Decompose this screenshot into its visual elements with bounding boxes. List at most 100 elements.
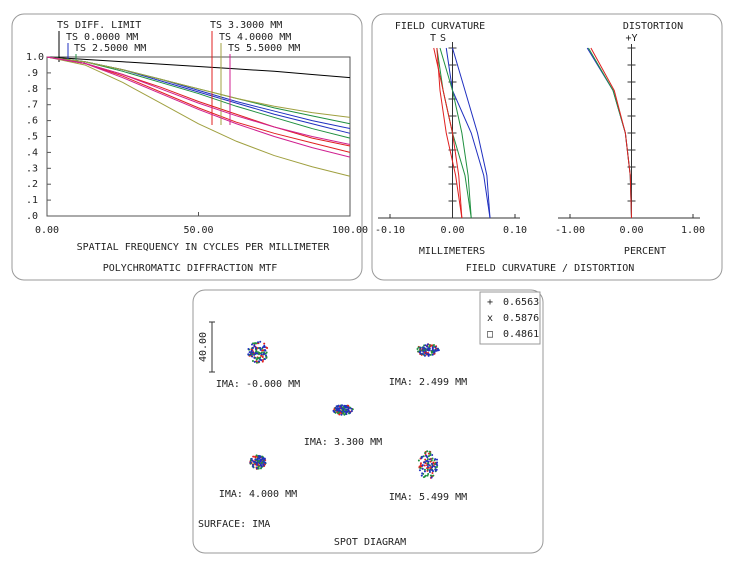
spot-dot xyxy=(427,473,430,476)
spot-dot xyxy=(426,450,429,453)
legend-label: 0.6563 xyxy=(503,297,539,308)
spot-dot xyxy=(338,407,341,410)
spot-dot xyxy=(431,453,434,456)
spot-dot xyxy=(426,462,429,465)
spot-dot xyxy=(342,408,345,411)
mtf-curve xyxy=(46,56,351,118)
spot-dot xyxy=(419,467,422,470)
spot-dot xyxy=(341,404,344,407)
y-tick-label: .2 xyxy=(26,179,38,190)
spot-dot xyxy=(424,352,427,355)
spot-dot xyxy=(350,407,353,410)
spot-dot xyxy=(426,458,429,461)
spot-dot xyxy=(418,351,421,354)
surface-label: SURFACE: IMA xyxy=(198,519,270,530)
spot-dot xyxy=(436,465,439,468)
spot-dot xyxy=(425,460,428,463)
x-axis-label: PERCENT xyxy=(624,246,666,257)
spot-dot xyxy=(421,467,424,470)
spot-dot xyxy=(429,353,432,356)
y-axis-label: +Y xyxy=(625,33,637,44)
chart-title: DISTORTION xyxy=(623,21,683,32)
tangential-label: T xyxy=(430,33,436,44)
spot-dot xyxy=(421,348,424,351)
spot-dot xyxy=(262,460,265,463)
spot-dot xyxy=(263,349,266,352)
spot-dot xyxy=(419,462,422,465)
spot-dot xyxy=(418,465,421,468)
spot-dot xyxy=(432,470,435,473)
spot-dot xyxy=(437,349,440,352)
spot-dot xyxy=(428,469,431,472)
spot-dot xyxy=(264,352,267,355)
legend-symbol: □ xyxy=(487,329,493,340)
spot-dot xyxy=(428,458,431,461)
spot-dot xyxy=(259,346,262,349)
spot-dot xyxy=(255,361,258,364)
spot-dot xyxy=(422,350,425,353)
mtf-panel xyxy=(11,13,363,281)
chart-title: SPOT DIAGRAM xyxy=(334,537,406,548)
legend-label: TS 0.0000 MM xyxy=(66,32,138,43)
spot-dot xyxy=(426,465,429,468)
wavelength-legend-box xyxy=(479,291,541,345)
spot-dot xyxy=(429,454,432,457)
spot-dot xyxy=(255,342,258,345)
y-tick-label: .9 xyxy=(26,68,38,79)
spot-dot xyxy=(251,355,254,358)
spot-dot xyxy=(426,468,429,471)
spot-dot xyxy=(249,461,252,464)
spot-dot xyxy=(425,454,428,457)
y-tick-label: .8 xyxy=(26,84,38,95)
spot-dot xyxy=(253,353,256,356)
spot-dot xyxy=(252,455,255,458)
x-axis-label: MILLIMETERS xyxy=(419,246,485,257)
spot-dot xyxy=(431,349,434,352)
spot-dot xyxy=(334,407,337,410)
spot-dot xyxy=(248,351,251,354)
spot-dot xyxy=(422,352,425,355)
spot-dot xyxy=(429,474,432,477)
spot-dot xyxy=(427,460,430,463)
x-tick-label: 0.10 xyxy=(503,225,527,236)
y-tick-label: .6 xyxy=(26,116,38,127)
spot-dot xyxy=(426,348,429,351)
spot-dot xyxy=(258,457,261,460)
spot-dot xyxy=(332,409,335,412)
spot-dot xyxy=(434,346,437,349)
spot-dot xyxy=(423,464,426,467)
x-tick-label: -1.00 xyxy=(555,225,585,236)
spot-dot xyxy=(422,346,425,349)
spot-dot xyxy=(260,359,263,362)
spot-dot xyxy=(262,345,265,348)
distortion-curve xyxy=(590,47,632,219)
spot-dot xyxy=(259,348,262,351)
spot-dot xyxy=(428,450,431,453)
spot-dot xyxy=(417,459,420,462)
spot-dot xyxy=(428,470,431,473)
spot-dot xyxy=(261,462,264,465)
spot-dot xyxy=(264,354,267,357)
spot-dot xyxy=(424,474,427,477)
panel-title: FIELD CURVATURE / DISTORTION xyxy=(466,263,635,274)
spot-dot xyxy=(435,349,438,352)
spot-dot xyxy=(421,464,424,467)
field-label: IMA: 4.000 MM xyxy=(219,489,297,500)
spot-dot xyxy=(344,406,347,409)
spot-dot xyxy=(419,352,422,355)
spot-dot xyxy=(257,341,260,344)
spot-dot xyxy=(346,410,349,413)
spot-dot xyxy=(423,354,426,357)
spot-dot xyxy=(424,347,427,350)
field-label: IMA: 5.499 MM xyxy=(389,492,467,503)
x-tick-label: 0.00 xyxy=(35,225,59,236)
legend-label: TS 5.5000 MM xyxy=(228,43,300,54)
legend-symbol: x xyxy=(487,313,493,324)
spot-dot xyxy=(256,357,259,360)
spot-dot xyxy=(420,474,423,477)
spot-dot xyxy=(251,459,254,462)
legend-label: TS 4.0000 MM xyxy=(219,32,291,43)
spot-dot xyxy=(258,462,261,465)
spot-dot xyxy=(424,452,427,455)
